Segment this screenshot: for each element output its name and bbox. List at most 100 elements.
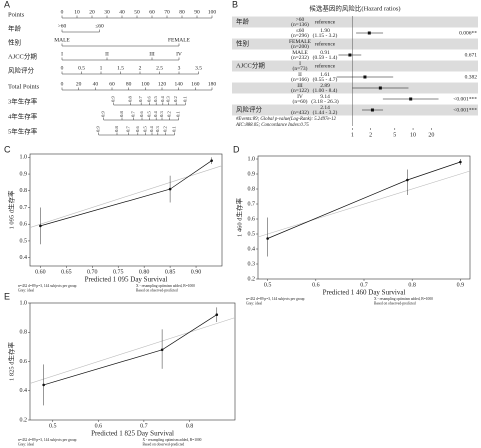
x-tick-label: 0.5 <box>49 423 57 429</box>
x-tick-label: 0.8 <box>408 282 416 288</box>
point <box>215 313 219 317</box>
plot-frame <box>257 155 471 280</box>
row-tick-label: 100 <box>141 81 150 87</box>
point <box>406 178 409 182</box>
footnote: AIC:888.05; Concordance Index:0.75 <box>235 123 309 128</box>
p-value: 0.382 <box>465 74 478 80</box>
hr-point <box>378 86 382 90</box>
point <box>42 383 45 387</box>
row-tick-label: 0.8 <box>119 110 124 116</box>
level-label: I <box>299 61 301 67</box>
panel-letter: C <box>4 144 11 154</box>
confidence-interval: (3.18 - 26.3) <box>311 98 339 105</box>
row-tick-label: 0.6 <box>147 95 152 101</box>
row-tick-label: 60 <box>149 9 155 15</box>
level-label: II <box>298 72 302 78</box>
note: Based on observed-predicted <box>136 288 178 292</box>
calibration-line <box>43 314 217 386</box>
x-tick-label: 0.65 <box>61 269 72 275</box>
estimate: reference <box>315 40 336 47</box>
y-tick-label: 0.5 <box>20 238 28 244</box>
row-tick-label: 20 <box>76 81 82 87</box>
x-tick-label: 1 <box>351 132 354 138</box>
row-tick-label: 3.5 <box>195 65 202 71</box>
confidence-interval: (0.55 - 4.7) <box>313 76 338 83</box>
x-tick-label: 2 <box>369 132 372 138</box>
row-tick-label: 0.6 <box>139 110 144 116</box>
p-value: 0.006** <box>459 30 477 36</box>
y-tick-label: 0.5 <box>248 231 256 237</box>
row-tick-label: 0.7 <box>138 95 143 101</box>
note: n=432 d=89 p=3, 144 subjects per group <box>18 438 77 443</box>
row-tick-label: 30 <box>104 9 110 15</box>
note: Based on observed-predicted <box>374 301 416 305</box>
level-label: MALE <box>292 50 308 56</box>
level-n: (n=232) <box>291 54 309 61</box>
p-value: <0.001*** <box>453 107 477 113</box>
row-tick-label: 0.5 <box>142 125 147 131</box>
x-tick-label: 5 <box>393 132 396 138</box>
hazard-ratio: 1.61 <box>320 72 330 78</box>
group-label: 年龄 <box>236 16 250 25</box>
row-tick-label: 0 <box>61 9 64 15</box>
hazard-ratio: 9.14 <box>320 94 330 100</box>
row-label: 年龄 <box>8 23 22 32</box>
row-tick-label: 0.4 <box>160 95 165 101</box>
row-tick-label: 50 <box>134 9 140 15</box>
ideal-line <box>29 165 223 228</box>
row-tick-label: 40 <box>93 81 99 87</box>
hazard-ratio: 1.90 <box>320 28 330 34</box>
row-tick-label: MALE <box>54 37 70 43</box>
row-tick-label: 2 <box>139 65 142 71</box>
y-tick-label: 0.2 <box>20 417 28 423</box>
note: n=432 d=89 p=3, 144 subjects per group <box>18 284 77 289</box>
calibration-line <box>267 161 461 239</box>
p-value: 0.671 <box>465 52 478 58</box>
row-tick-label: 0.5 <box>147 110 152 116</box>
row-tick-label: 0.4 <box>153 110 158 116</box>
row-tick-label: 3 <box>178 65 181 71</box>
note: n=432 d=89 p=3, 144 subjects per group <box>246 297 305 302</box>
confidence-interval: (1.00 - 8.4) <box>313 87 338 94</box>
hr-point <box>348 53 352 57</box>
row-tick-label: 0.2 <box>173 96 178 102</box>
row-tick-label: 0.1 <box>176 111 181 117</box>
row-tick-label: 0.9 <box>96 125 101 131</box>
row-shade <box>232 60 478 72</box>
row-tick-label: 0.2 <box>167 111 172 117</box>
hazard-ratio: 2.14 <box>320 105 330 111</box>
row-tick-label: 0.5 <box>78 65 85 71</box>
row-tick-label: 0.2 <box>162 126 167 132</box>
row-tick-label: 80 <box>126 81 132 87</box>
forest-title: 候选基因的风险比(Hazard ratios) <box>309 3 400 12</box>
row-tick-label: 0.3 <box>155 125 160 131</box>
x-axis-label: Predicted 1 825 Day Survival <box>91 430 174 438</box>
level-n: (n=296) <box>291 32 309 39</box>
x-tick-label: 0.60 <box>35 269 46 275</box>
row-tick-label: 0.8 <box>114 125 119 131</box>
row-tick-label: 0.4 <box>149 125 154 131</box>
row-tick-label: 60 <box>109 81 115 87</box>
row-tick-label: 80 <box>179 9 185 15</box>
y-axis-label: 1 095 d生存率 <box>6 190 15 230</box>
y-tick-label: 0.4 <box>248 246 256 252</box>
point <box>210 159 213 162</box>
row-label: AJCC分期 <box>8 51 37 60</box>
row-tick-label: 70 <box>164 9 170 15</box>
hr-point <box>367 31 371 35</box>
level-n: (n=432) <box>291 109 309 116</box>
level-label: ≤60 <box>296 28 305 34</box>
row-tick-label: 140 <box>175 81 184 87</box>
x-axis-label: Predicted 1 460 Day Survival <box>323 289 406 297</box>
note: X - resampling optimism added, B=1000 <box>136 284 195 289</box>
y-tick-label: 1.0 <box>248 156 256 162</box>
x-axis-label: Predicted 1 095 Day Survival <box>85 276 168 284</box>
point <box>39 224 42 228</box>
x-tick-label: 0.85 <box>165 269 176 275</box>
plot-frame <box>29 302 236 421</box>
row-tick-label: >60 <box>58 23 67 29</box>
row-label: 4年生存率 <box>8 111 38 120</box>
row-tick-label: I <box>61 51 63 57</box>
row-tick-label: 0.8 <box>127 95 132 101</box>
hr-point <box>409 97 413 101</box>
